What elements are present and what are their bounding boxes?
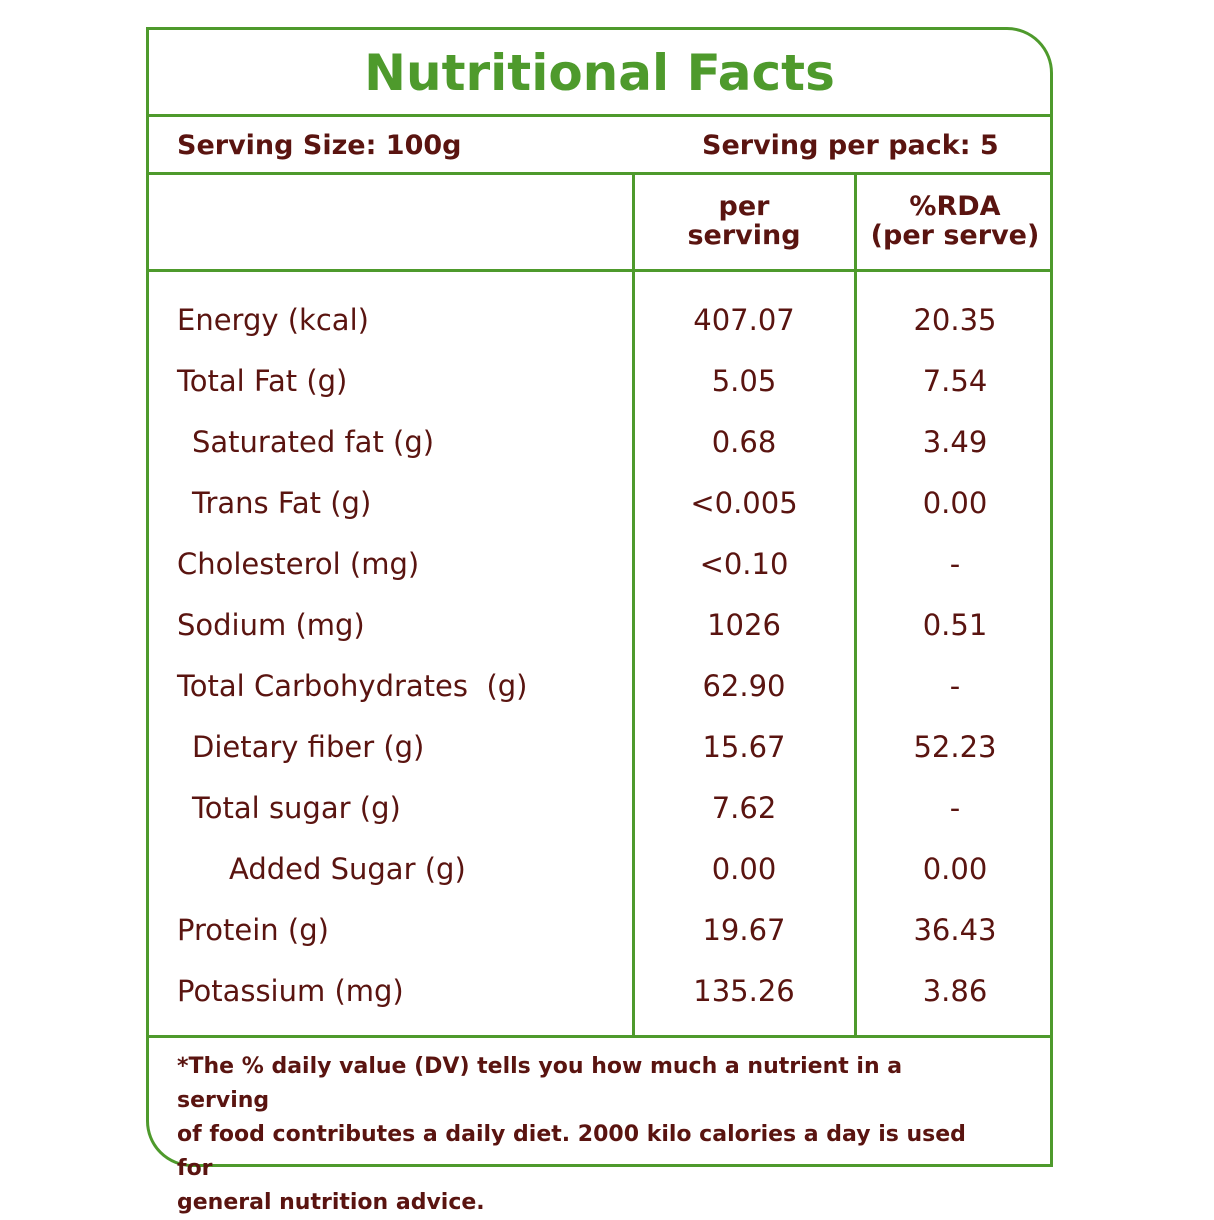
column-header-rda-line2: (per serve)	[870, 220, 1040, 251]
footnote-line: of food contributes a daily diet. 2000 k…	[177, 1122, 966, 1181]
nutrient-name: Trans Fat (g)	[192, 486, 372, 520]
rda-value: 20.35	[913, 303, 997, 337]
table-row: Sodium (mg) 1026 0.51	[149, 595, 1050, 656]
table-row: Total Carbohydrates (g) 62.90 -	[149, 656, 1050, 717]
per-serving-value: 1026	[707, 608, 781, 642]
divider-under-title	[149, 114, 1050, 117]
table-row: Trans Fat (g) <0.005 0.00	[149, 473, 1050, 534]
serving-size: Serving Size: 100g	[177, 130, 462, 161]
per-serving-value: 5.05	[711, 364, 777, 398]
nutrient-name: Total sugar (g)	[192, 791, 401, 825]
footnote-line: *The % daily value (DV) tells you how mu…	[177, 1054, 903, 1113]
per-serving-value: 19.67	[702, 913, 786, 947]
nutrient-name: Total Fat (g)	[177, 364, 348, 398]
nutrition-facts-panel: Nutritional Facts Serving Size: 100g Ser…	[146, 27, 1053, 1215]
rda-value: 0.00	[922, 852, 988, 886]
divider-above-footnote	[149, 1035, 1050, 1038]
rda-value: 3.86	[922, 974, 988, 1008]
nutrient-name: Saturated fat (g)	[192, 425, 435, 459]
servings-per-pack: Serving per pack: 5	[702, 130, 999, 161]
footnote-line: general nutrition advice.	[177, 1190, 485, 1215]
table-row: Total Fat (g) 5.05 7.54	[149, 351, 1050, 412]
column-header-per-serving-line2: serving	[687, 220, 801, 251]
table-row: Dietary fiber (g) 15.67 52.23	[149, 717, 1050, 778]
per-serving-value: <0.005	[690, 486, 798, 520]
nutrient-name: Cholesterol (mg)	[177, 547, 420, 581]
column-header-per-serving: per serving	[636, 192, 852, 250]
table-row: Energy (kcal) 407.07 20.35	[149, 290, 1050, 351]
nutrient-name: Dietary fiber (g)	[192, 730, 425, 764]
per-serving-value: 0.00	[711, 852, 777, 886]
rda-value: -	[949, 547, 961, 581]
per-serving-value: 62.90	[702, 669, 786, 703]
table-row: Potassium (mg) 135.26 3.86	[149, 961, 1050, 1022]
footnote: *The % daily value (DV) tells you how mu…	[177, 1050, 997, 1220]
per-serving-value: 0.68	[711, 425, 777, 459]
nutrient-name: Total Carbohydrates (g)	[177, 669, 528, 703]
table-row: Cholesterol (mg) <0.10 -	[149, 534, 1050, 595]
divider-under-serving	[149, 172, 1050, 175]
rda-value: 0.00	[922, 486, 988, 520]
nutrient-name: Added Sugar (g)	[229, 852, 466, 886]
rda-value: 0.51	[922, 608, 988, 642]
per-serving-value: 135.26	[693, 974, 795, 1008]
nutrient-name: Potassium (mg)	[177, 974, 404, 1008]
nutrient-name: Energy (kcal)	[177, 303, 369, 337]
table-row: Saturated fat (g) 0.68 3.49	[149, 412, 1050, 473]
rda-value: 52.23	[913, 730, 997, 764]
rda-value: 36.43	[913, 913, 997, 947]
nutrient-name: Protein (g)	[177, 913, 329, 947]
column-header-per-serving-line1: per	[718, 191, 770, 222]
table-row: Total sugar (g) 7.62 -	[149, 778, 1050, 839]
panel-title: Nutritional Facts	[364, 44, 835, 102]
column-divider-1	[632, 172, 635, 1035]
rda-value: 3.49	[922, 425, 988, 459]
column-header-rda-line1: %RDA	[909, 191, 1001, 222]
nutrient-name: Sodium (mg)	[177, 608, 365, 642]
rda-value: -	[949, 791, 961, 825]
per-serving-value: 15.67	[702, 730, 786, 764]
rda-value: 7.54	[922, 364, 988, 398]
per-serving-value: 7.62	[711, 791, 777, 825]
table-row: Protein (g) 19.67 36.43	[149, 900, 1050, 961]
rda-value: -	[949, 669, 961, 703]
per-serving-value: 407.07	[693, 303, 795, 337]
column-header-rda: %RDA (per serve)	[858, 192, 1052, 250]
divider-under-column-headers	[149, 269, 1050, 272]
column-divider-2	[854, 172, 857, 1035]
table-row: Added Sugar (g) 0.00 0.00	[149, 839, 1050, 900]
per-serving-value: <0.10	[699, 547, 789, 581]
